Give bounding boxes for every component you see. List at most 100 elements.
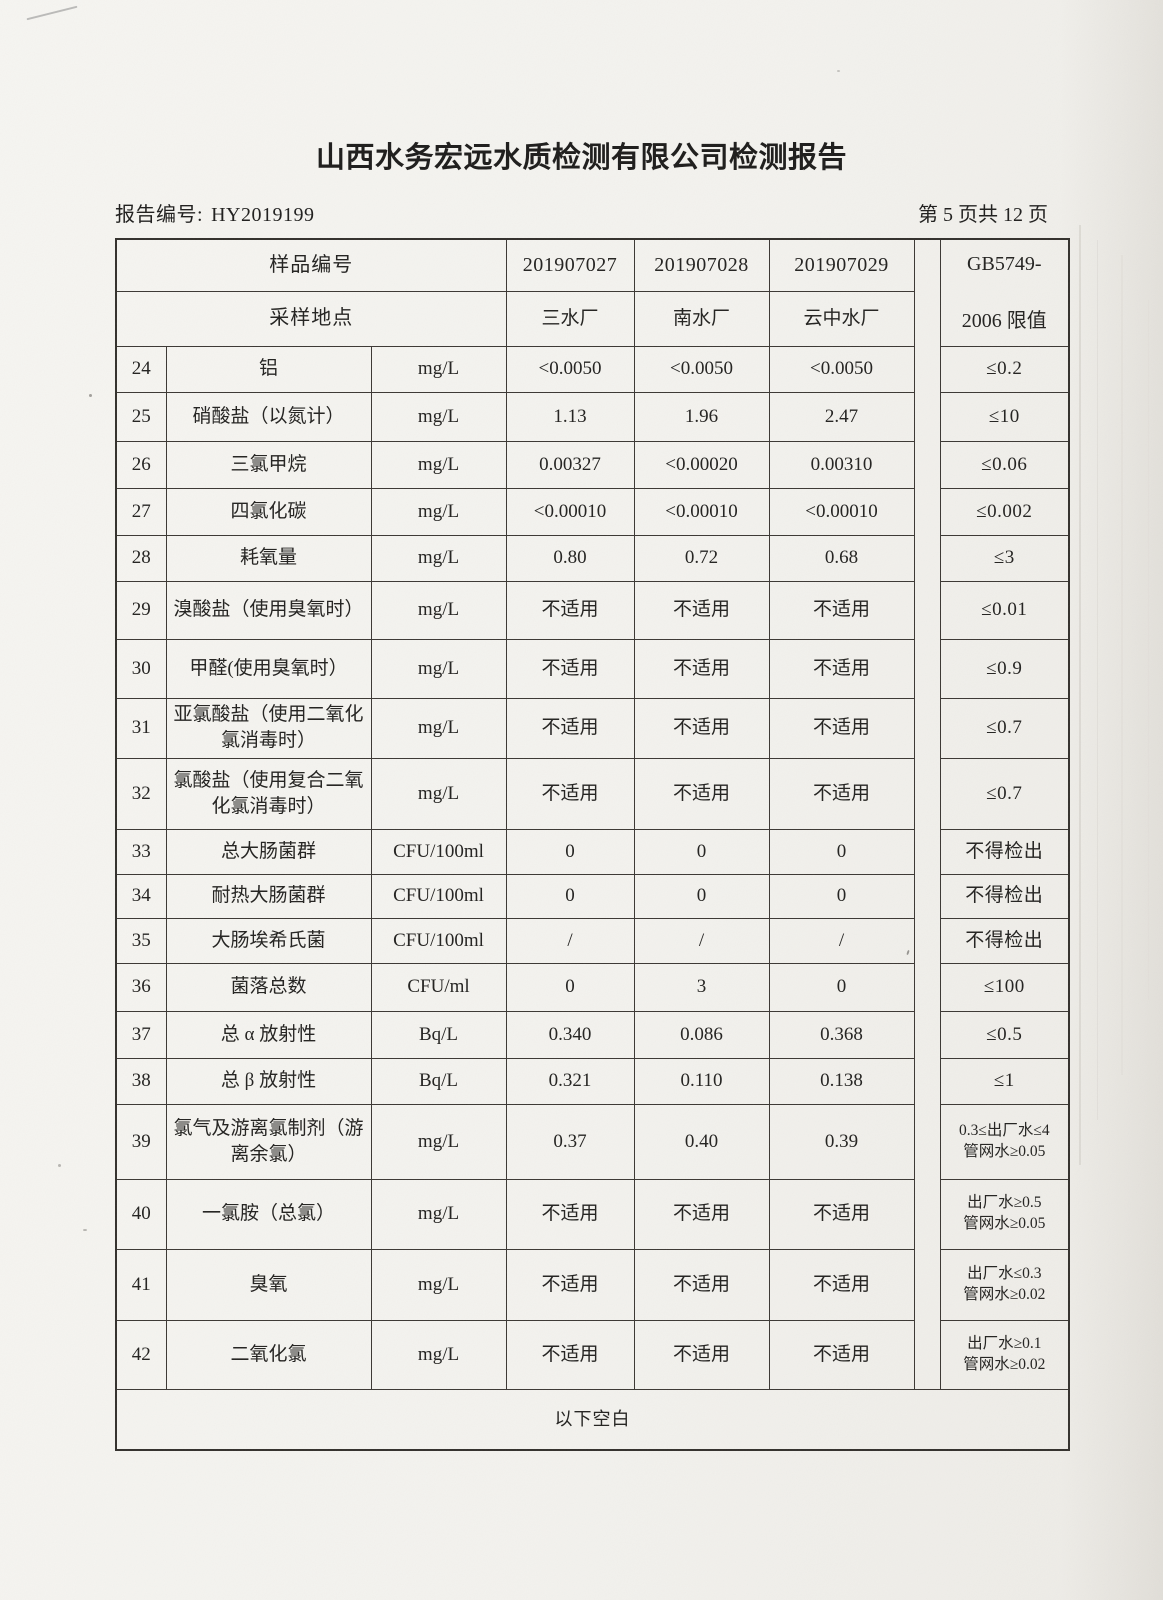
param-unit: mg/L [370, 487, 507, 536]
sample3-value: 0.138 [768, 1057, 915, 1105]
param-name: 总 α 放射性 [165, 1010, 372, 1059]
sample3-value: 0.00310 [768, 440, 915, 489]
header-row-sample-id: 样品编号 201907027 201907028 201907029 GB574… [115, 238, 1070, 1390]
sample3-value: <0.00010 [768, 487, 915, 536]
param-unit: mg/L [370, 440, 507, 489]
row-number: 38 [115, 1057, 167, 1105]
param-unit: mg/L [370, 1178, 507, 1250]
sample1-value: 0.00327 [505, 440, 635, 489]
scan-speck [837, 70, 840, 72]
sample1-value: 1.13 [505, 391, 635, 442]
sample-id-2: 201907028 [633, 238, 770, 292]
scan-corner-mark [26, 5, 78, 21]
sample1-value: 0 [505, 828, 635, 875]
sample3-value: 2.47 [768, 391, 915, 442]
sample3-value: 不适用 [768, 1178, 915, 1250]
limit-value: ≤0.01 [939, 580, 1070, 640]
limit-line1: 出厂水≥0.1 [967, 1334, 1042, 1352]
separator-column [913, 238, 941, 1390]
table-row-blank: 以下空白 [115, 1388, 1070, 1451]
row-number: 25 [115, 391, 167, 442]
limit-value: ≤1 [939, 1057, 1070, 1105]
limit-line1: 0.3≤出厂水≤4 [958, 1121, 1050, 1139]
page-indicator: 第 5 页共 12 页 [918, 204, 1048, 226]
limit-value: ≤100 [939, 962, 1070, 1012]
sample1-value: 不适用 [505, 638, 635, 699]
param-name: 铝 [165, 345, 372, 393]
limit-value: ≤10 [939, 391, 1070, 442]
param-unit: mg/L [370, 391, 507, 442]
scan-speck [83, 1229, 87, 1231]
sample3-value: 不适用 [768, 757, 915, 830]
report-number-value: HY2019199 [211, 204, 315, 226]
limit-value: 0.3≤出厂水≤4 管网水≥0.05 [939, 1103, 1070, 1180]
location-header: 采样地点 [115, 290, 507, 347]
limit-line1: 出厂水≥0.5 [967, 1194, 1042, 1212]
sample2-value: 不适用 [633, 1248, 770, 1321]
limit-header-line2: 2006 限值 [961, 309, 1047, 332]
page-title: 山西水务宏远水质检测有限公司检测报告 [315, 142, 847, 174]
sample1-value: 0 [505, 873, 635, 919]
limit-line2: 管网水≥0.05 [963, 1142, 1046, 1160]
sample2-value: <0.00010 [633, 487, 770, 536]
param-unit: mg/L [370, 1103, 507, 1180]
row-number: 33 [115, 828, 167, 875]
limit-line2: 管网水≥0.02 [963, 1355, 1046, 1373]
limit-value: ≤3 [939, 534, 1070, 582]
limit-value: 出厂水≥0.1 管网水≥0.02 [939, 1319, 1070, 1390]
param-name: 氯酸盐（使用复合二氧化氯消毒时） [165, 757, 372, 830]
param-unit: Bq/L [370, 1010, 507, 1059]
location-1: 三水厂 [505, 290, 635, 347]
row-number: 26 [115, 440, 167, 489]
limit-line2: 管网水≥0.02 [963, 1285, 1046, 1303]
sample-id-1: 201907027 [505, 238, 635, 292]
sample-id-header: 样品编号 [115, 238, 507, 292]
sample3-value: / [768, 917, 915, 964]
sample2-value: 不适用 [633, 1319, 770, 1390]
row-number: 41 [115, 1248, 167, 1321]
sample2-value: 不适用 [633, 638, 770, 699]
limit-value: 不得检出 [939, 917, 1070, 964]
sample-id-3: 201907029 [768, 238, 915, 292]
scan-streak [1079, 225, 1081, 1165]
limit-value: 不得检出 [939, 828, 1070, 875]
sample1-value: <0.0050 [505, 345, 635, 393]
param-unit: mg/L [370, 534, 507, 582]
sample3-value: 不适用 [768, 1248, 915, 1321]
sample2-value: 0.40 [633, 1103, 770, 1180]
sample3-value: 不适用 [768, 580, 915, 640]
row-number: 32 [115, 757, 167, 830]
sample1-value: 0.340 [505, 1010, 635, 1059]
param-unit: mg/L [370, 345, 507, 393]
param-unit: mg/L [370, 580, 507, 640]
param-unit: CFU/100ml [370, 828, 507, 875]
report-meta: 报告编号: HY2019199 第 5 页共 12 页 [115, 198, 1048, 227]
sample2-value: 0.110 [633, 1057, 770, 1105]
row-number: 28 [115, 534, 167, 582]
limit-value: 不得检出 [939, 873, 1070, 919]
sample2-value: 不适用 [633, 697, 770, 759]
param-name: 总 β 放射性 [165, 1057, 372, 1105]
row-number: 40 [115, 1178, 167, 1250]
param-unit: mg/L [370, 697, 507, 759]
scan-streak [1097, 240, 1098, 1120]
row-number: 36 [115, 962, 167, 1012]
sample3-value: 0 [768, 873, 915, 919]
sample2-value: 0.72 [633, 534, 770, 582]
sample1-value: 不适用 [505, 1248, 635, 1321]
sample1-value: 不适用 [505, 757, 635, 830]
sample1-value: 不适用 [505, 1319, 635, 1390]
row-number: 30 [115, 638, 167, 699]
row-number: 34 [115, 873, 167, 919]
sample3-value: <0.0050 [768, 345, 915, 393]
param-name: 甲醛(使用臭氧时） [165, 638, 372, 699]
footer-note: 以下空白 [115, 1388, 1070, 1451]
report-number: 报告编号: HY2019199 [115, 198, 314, 227]
location-2: 南水厂 [633, 290, 770, 347]
sample2-value: <0.0050 [633, 345, 770, 393]
param-name: 四氯化碳 [165, 487, 372, 536]
param-name: 耗氧量 [165, 534, 372, 582]
row-number: 35 [115, 917, 167, 964]
row-number: 42 [115, 1319, 167, 1390]
row-number: 37 [115, 1010, 167, 1059]
